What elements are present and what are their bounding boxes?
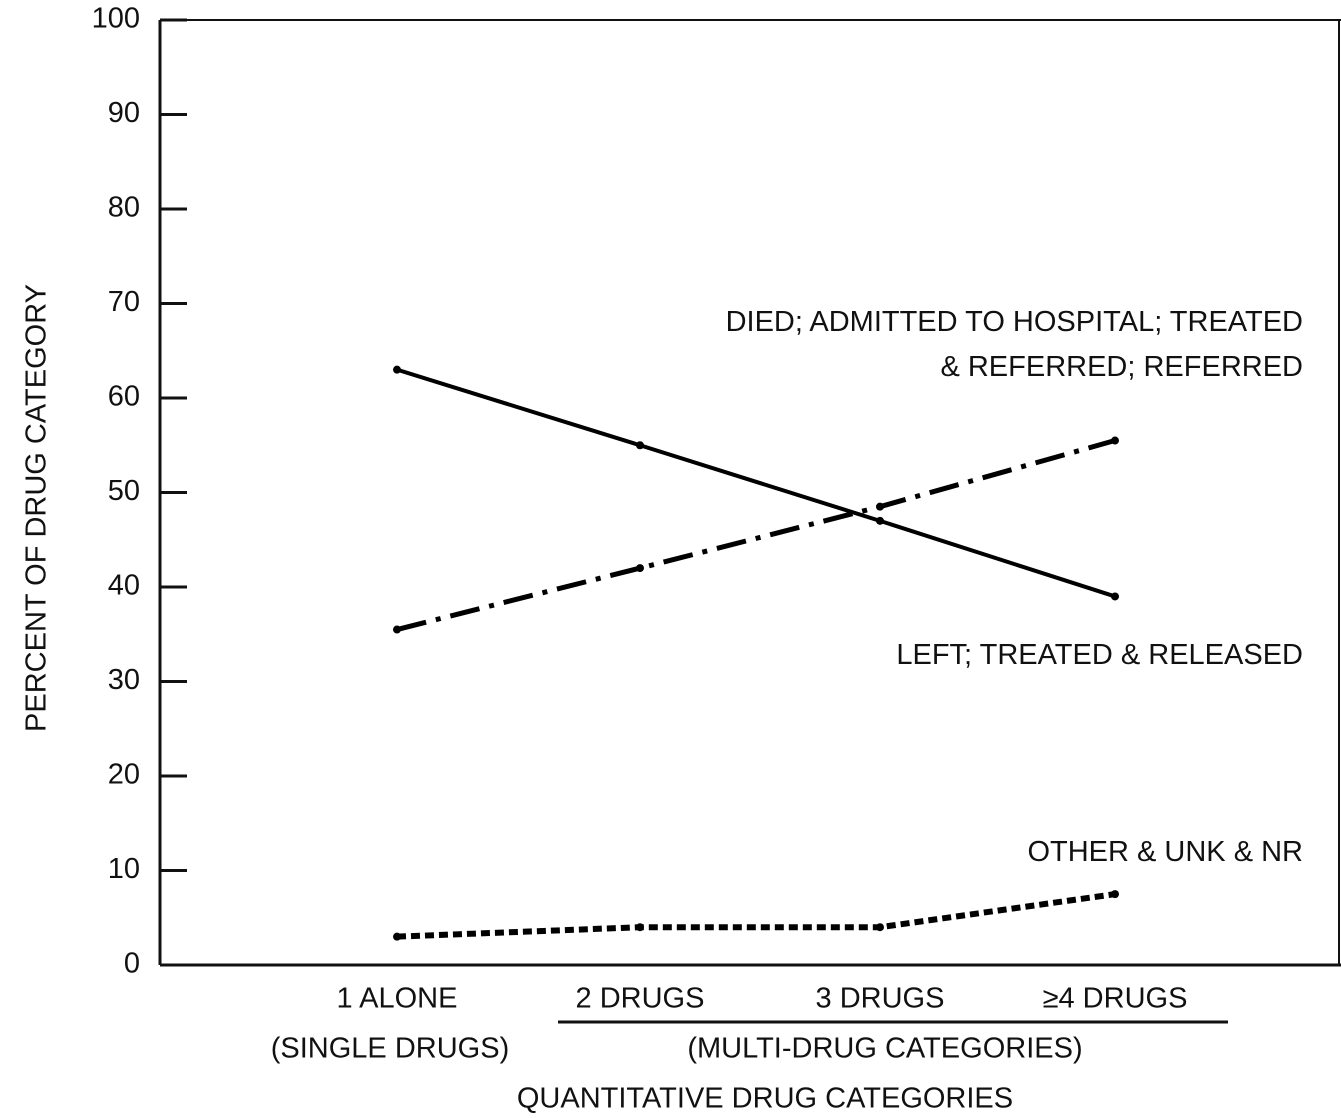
y-tick-label: 70	[108, 286, 140, 318]
point	[393, 625, 401, 634]
y-tick-label: 100	[92, 3, 140, 35]
series-label: DIED; ADMITTED TO HOSPITAL; TREATED & RE…	[725, 306, 1303, 383]
point	[393, 365, 401, 374]
y-tick-label: 10	[108, 853, 140, 885]
point	[876, 923, 884, 932]
y-axis-label: PERCENT OF DRUG CATEGORY	[21, 284, 53, 732]
category-group: (SINGLE DRUGS)	[271, 1033, 509, 1065]
x-tick-label: 3 DRUGS	[816, 983, 945, 1015]
category-group: (MULTI-DRUG CATEGORIES)	[687, 1033, 1082, 1065]
x-tick-label: 1 ALONE	[337, 983, 458, 1015]
y-tick-label: 50	[108, 475, 140, 507]
point	[393, 932, 401, 941]
y-tick-label: 40	[108, 570, 140, 602]
series-label: OTHER & UNK & NR	[1027, 836, 1303, 868]
x-tick-label: 2 DRUGS	[576, 983, 705, 1015]
series-line	[396, 438, 1116, 632]
series-line	[396, 367, 1116, 599]
y-tick-label: 30	[108, 664, 140, 696]
point	[636, 923, 644, 932]
point	[1111, 592, 1119, 601]
y-tick-label: 90	[108, 97, 140, 129]
point	[636, 564, 644, 573]
point	[1111, 890, 1119, 899]
series-line	[396, 891, 1116, 940]
point	[876, 516, 884, 525]
y-tick-label: 0	[124, 948, 140, 980]
y-tick-label: 80	[108, 192, 140, 224]
point	[876, 502, 884, 511]
point	[636, 441, 644, 450]
y-tick-label: 20	[108, 759, 140, 791]
point	[1111, 436, 1119, 445]
series-label: LEFT; TREATED & RELEASED	[896, 639, 1303, 671]
x-axis-label: QUANTITATIVE DRUG CATEGORIES	[517, 1083, 1013, 1115]
y-tick-label: 60	[108, 381, 140, 413]
x-tick-label: ≥4 DRUGS	[1043, 983, 1188, 1015]
